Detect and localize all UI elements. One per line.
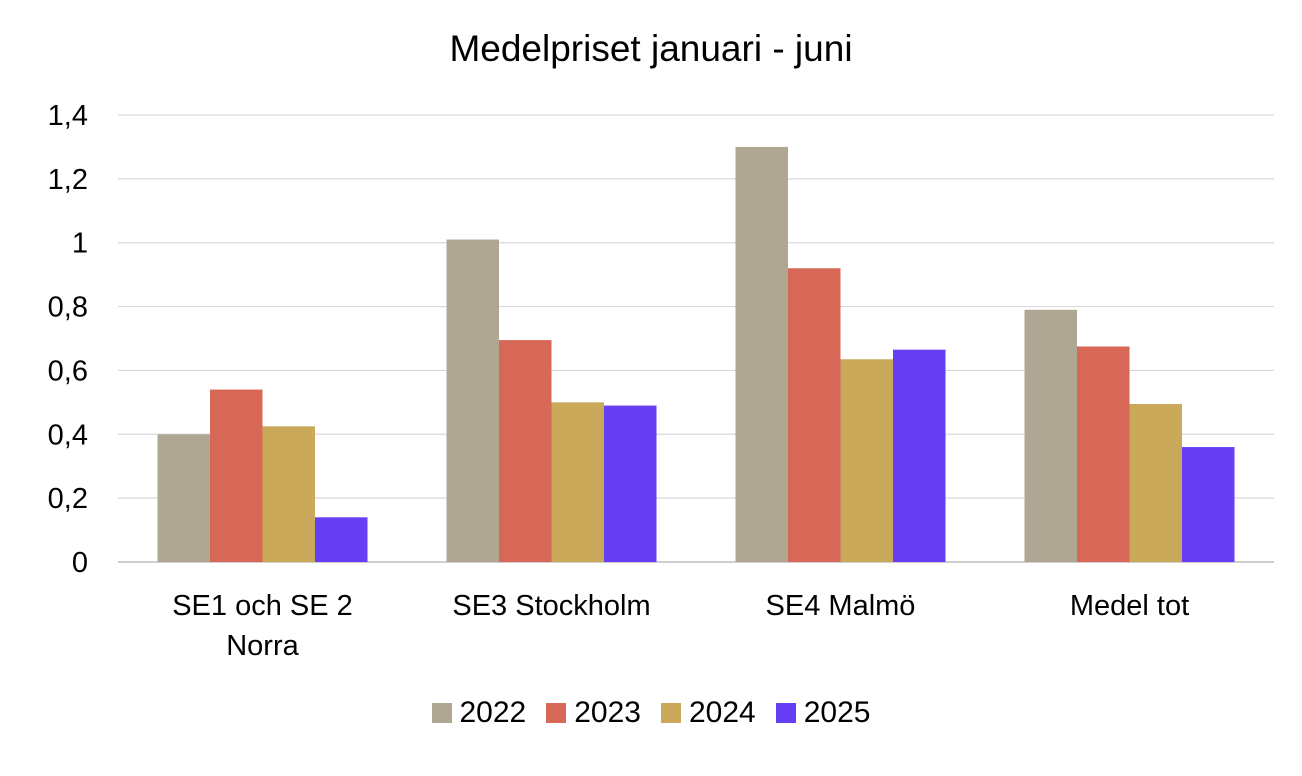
legend-item: 2024 bbox=[661, 696, 756, 730]
x-tick-label: SE4 Malmö bbox=[766, 590, 916, 622]
x-tick-label: Norra bbox=[226, 630, 299, 662]
legend-swatch bbox=[431, 703, 452, 723]
legend: 2022 2023 2024 2025 bbox=[0, 696, 1302, 730]
bar-2024 bbox=[1129, 403, 1182, 562]
legend-label: 2023 bbox=[574, 696, 641, 729]
bar-2023 bbox=[499, 340, 552, 562]
legend-item: 2022 bbox=[431, 696, 527, 730]
bar-2025 bbox=[315, 517, 368, 562]
legend-label: 2024 bbox=[689, 696, 756, 729]
bar-2025 bbox=[604, 405, 657, 562]
x-tick-label: SE1 och SE 2 bbox=[172, 590, 353, 622]
bar-2023 bbox=[788, 268, 841, 562]
y-tick-label: 1,4 bbox=[48, 100, 88, 132]
x-tick-label: Medel tot bbox=[1070, 590, 1189, 622]
bar-2022 bbox=[735, 146, 788, 562]
legend-label: 2022 bbox=[459, 696, 527, 729]
y-tick-label: 0 bbox=[72, 547, 88, 579]
chart-title: Medelpriset januari - juni bbox=[449, 28, 853, 69]
y-tick-label: 1,2 bbox=[48, 164, 88, 196]
legend-item: 2025 bbox=[775, 696, 871, 730]
plot-area: 0 0,2 0,4 0,6 0,8 1 1,2 1,4 SE1 och SE 2 Norra SE3… bbox=[48, 100, 1274, 662]
y-tick-label: 1 bbox=[72, 228, 88, 260]
y-tick-label: 0,8 bbox=[48, 292, 88, 324]
bar-2023 bbox=[210, 389, 263, 562]
bar-2025 bbox=[893, 349, 946, 562]
legend-swatch bbox=[546, 703, 567, 723]
bar-2024 bbox=[840, 359, 893, 562]
legend-swatch bbox=[775, 703, 796, 723]
y-tick-label: 0,6 bbox=[48, 355, 88, 387]
bar-2025 bbox=[1182, 447, 1235, 562]
bar-2022 bbox=[1024, 309, 1077, 562]
legend-swatch bbox=[661, 703, 681, 723]
legend-label: 2025 bbox=[803, 696, 871, 729]
bar-2022 bbox=[157, 434, 210, 562]
bar-2024 bbox=[551, 402, 604, 562]
bar-2023 bbox=[1077, 346, 1130, 562]
legend-item: 2023 bbox=[546, 696, 641, 730]
y-tick-label: 0,2 bbox=[48, 483, 88, 515]
y-tick-label: 0,4 bbox=[48, 419, 88, 451]
bar-2024 bbox=[262, 426, 315, 562]
bar-2022 bbox=[446, 239, 499, 562]
x-tick-label: SE3 Stockholm bbox=[452, 590, 650, 622]
